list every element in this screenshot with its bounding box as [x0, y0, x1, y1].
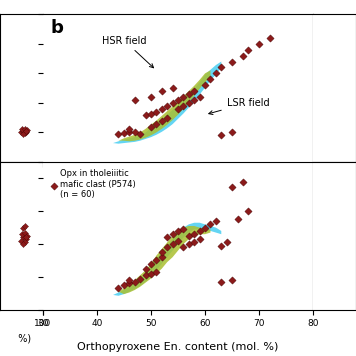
Point — [180, 94, 186, 100]
Point — [219, 279, 224, 285]
Point — [23, 236, 28, 242]
Polygon shape — [113, 223, 221, 296]
Point — [197, 94, 203, 100]
Point — [121, 282, 127, 288]
Point — [224, 240, 230, 245]
Point — [23, 128, 28, 134]
Point — [192, 88, 197, 94]
Point — [170, 231, 176, 237]
Point — [132, 279, 137, 285]
Point — [164, 103, 170, 109]
Point — [148, 261, 154, 267]
Point — [219, 64, 224, 70]
Text: LSR field: LSR field — [209, 98, 269, 115]
Point — [229, 130, 235, 135]
Text: Orthopyroxene En. content (mol. %): Orthopyroxene En. content (mol. %) — [77, 342, 279, 352]
Point — [21, 235, 26, 240]
Point — [148, 94, 154, 100]
Point — [132, 130, 137, 135]
Point — [132, 97, 137, 103]
Point — [229, 184, 235, 189]
Text: b: b — [51, 19, 64, 37]
Point — [22, 126, 27, 132]
Point — [24, 233, 30, 239]
Point — [219, 243, 224, 248]
Point — [22, 130, 27, 136]
Point — [246, 47, 251, 53]
Point — [170, 85, 176, 91]
Point — [126, 281, 132, 286]
Polygon shape — [119, 70, 210, 141]
Point — [159, 254, 164, 260]
Point — [24, 127, 30, 133]
Point — [175, 97, 181, 103]
Point — [235, 216, 240, 222]
Text: HSR field: HSR field — [102, 36, 153, 68]
Point — [192, 97, 197, 103]
Point — [153, 269, 159, 275]
Point — [170, 100, 176, 106]
Point — [19, 238, 24, 244]
Point — [20, 127, 25, 132]
Point — [186, 233, 192, 239]
Point — [153, 258, 159, 263]
Point — [229, 277, 235, 283]
Point — [21, 225, 26, 230]
Point — [208, 221, 213, 227]
Point — [164, 245, 170, 250]
Point — [175, 106, 181, 112]
Point — [137, 276, 143, 281]
Point — [153, 109, 159, 115]
X-axis label:   %): %) — [12, 334, 31, 344]
Point — [148, 111, 154, 116]
Point — [202, 225, 208, 230]
Point — [159, 118, 164, 124]
Point — [186, 91, 192, 97]
Point — [186, 241, 192, 247]
Point — [126, 277, 132, 283]
Point — [22, 223, 27, 229]
Point — [180, 103, 186, 109]
Point — [164, 115, 170, 120]
Point — [143, 112, 148, 117]
Point — [126, 129, 132, 135]
Point — [219, 132, 224, 138]
Point — [175, 228, 181, 234]
Point — [20, 231, 25, 237]
Point — [175, 238, 181, 244]
Point — [21, 129, 26, 134]
Point — [246, 208, 251, 214]
Point — [143, 272, 148, 278]
Point — [197, 236, 203, 242]
Point — [159, 88, 164, 94]
Point — [121, 130, 127, 136]
Point — [116, 286, 121, 291]
Legend: Opx in tholeiiitic
mafic clast (P574)
(n = 60): Opx in tholeiiitic mafic clast (P574) (n… — [47, 166, 139, 203]
Point — [148, 124, 154, 129]
Point — [126, 127, 132, 132]
Point — [19, 130, 24, 135]
Point — [22, 240, 27, 245]
Point — [21, 241, 26, 247]
Point — [180, 245, 186, 250]
Point — [153, 121, 159, 126]
Point — [159, 106, 164, 112]
Point — [192, 240, 197, 245]
Point — [240, 179, 246, 184]
Point — [202, 82, 208, 88]
Point — [229, 59, 235, 64]
Point — [240, 53, 246, 58]
Polygon shape — [119, 226, 210, 294]
Point — [137, 131, 143, 136]
Polygon shape — [113, 62, 221, 144]
Point — [164, 235, 170, 240]
Point — [21, 131, 26, 136]
Point — [148, 271, 154, 277]
Point — [22, 230, 27, 235]
Point — [208, 77, 213, 82]
Point — [192, 231, 197, 237]
Point — [23, 235, 28, 240]
Point — [143, 266, 148, 272]
Point — [267, 35, 273, 41]
Point — [159, 250, 164, 255]
